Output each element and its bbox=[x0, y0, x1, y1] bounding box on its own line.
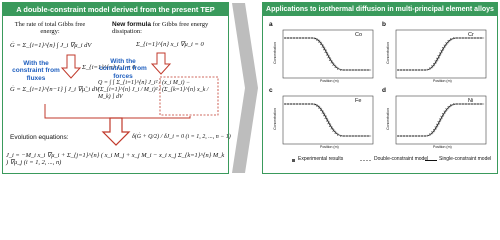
new-formula-text: for Gibbs free energy dissipation: bbox=[112, 21, 209, 36]
x-axis-label: Position (m) bbox=[433, 145, 452, 149]
plot-element: Ni bbox=[468, 98, 474, 104]
flux-constraint-label: With the constraint from fluxes bbox=[12, 60, 60, 82]
x-axis-label: Position (m) bbox=[433, 79, 452, 83]
new-formula-bold: New formula bbox=[112, 21, 152, 28]
gibbs-equation: Ġ = Σ_{i=1}^{n} ∫ J_i ∇μ_i dV bbox=[10, 42, 92, 49]
plot-letter: a bbox=[269, 21, 273, 28]
y-axis-label: Concentration bbox=[272, 108, 277, 130]
new-formula-label: New formula for Gibbs free energy dissip… bbox=[112, 21, 220, 36]
gibbs-constrained-equation: Ġ = Σ_{i=1}^{n−1} ∫ J_i ∇μ̃_i dV bbox=[10, 86, 100, 93]
plot-element: Fe bbox=[355, 98, 362, 104]
legend-entry: Experimental results bbox=[298, 156, 344, 162]
flux-constraint-equation: Σ_{i=1}^{n} J_i = 0 bbox=[82, 64, 136, 71]
flux-arrow bbox=[60, 54, 82, 79]
gibbs-label: The rate of total Gibbs free energy: bbox=[14, 21, 86, 36]
force-constraint-label: With the constraint from forces bbox=[99, 58, 147, 80]
force-constraint-equation: Σ_{i=1}^{n} x_i ∇μ_i = 0 bbox=[136, 41, 204, 48]
variation-equation: δ(Ġ + Q/2) / δJ_i = 0 (i = 1, 2, ..., n … bbox=[132, 134, 231, 140]
x-axis-label: Position (m) bbox=[320, 79, 339, 83]
chevron-arrow bbox=[232, 3, 258, 173]
legend-entry: Single-constraint model bbox=[439, 156, 492, 162]
y-axis-label: Concentration bbox=[272, 42, 277, 64]
evolution-arrow bbox=[101, 117, 131, 146]
plot-letter: c bbox=[269, 87, 273, 94]
x-axis-label: Position (m) bbox=[320, 145, 339, 149]
right-title: Applications to isothermal diffusion in … bbox=[263, 3, 497, 16]
legend-swatches bbox=[292, 159, 437, 162]
plot-frames bbox=[282, 29, 487, 145]
y-axis-label: Concentration bbox=[385, 108, 390, 130]
plot-element: Cr bbox=[468, 32, 474, 38]
plot-element: Co bbox=[355, 32, 363, 38]
right-panel-border bbox=[262, 2, 498, 174]
evolution-label: Evolution equations: bbox=[10, 134, 69, 141]
diagram-shapes bbox=[2, 2, 498, 174]
legend-entry: Double-constraint model bbox=[374, 156, 429, 162]
dashed-highlight bbox=[159, 76, 219, 116]
flux-equation: J_i = −M_i x_i ∇μ_i + Σ_{j=1}^{n} ( x_i … bbox=[6, 152, 225, 167]
dissipation-equation: Q = ∫ [ Σ_{i=1}^{n} J_i² / (x_i M_i) − (… bbox=[98, 80, 209, 100]
left-title: A double-constraint model derived from t… bbox=[3, 3, 228, 16]
plot-letter: b bbox=[382, 21, 386, 28]
plot-letter: d bbox=[382, 87, 386, 94]
force-arrow bbox=[150, 52, 172, 75]
page: {"left_panel": { "title": "A double-cons… bbox=[0, 0, 500, 176]
y-axis-label: Concentration bbox=[385, 42, 390, 64]
